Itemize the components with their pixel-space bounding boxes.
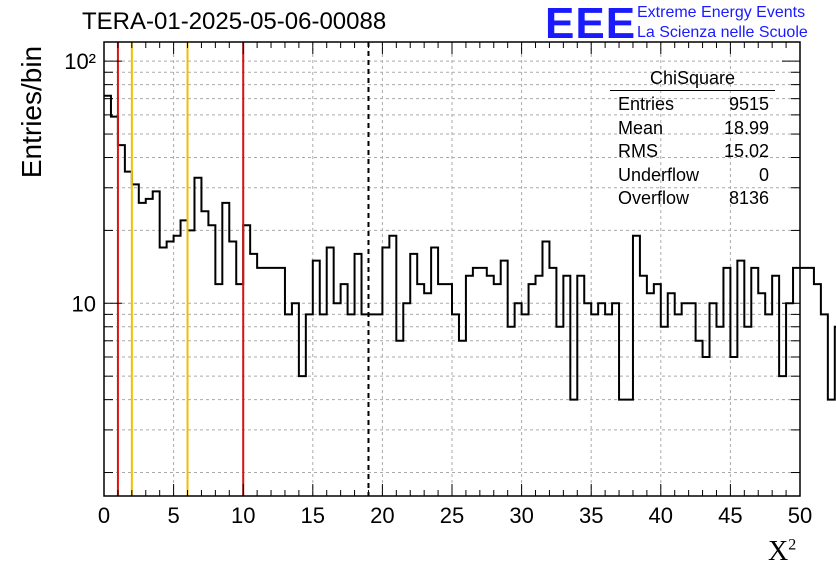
x-tick-label: 35 xyxy=(579,503,603,528)
stats-row: RMS 15.02 xyxy=(618,141,769,161)
histogram-line xyxy=(104,94,836,401)
x-tick-label: 20 xyxy=(370,503,394,528)
x-axis-label: X2 xyxy=(768,536,797,567)
x-tick-label: 10 xyxy=(231,503,255,528)
x-tick-label: 0 xyxy=(98,503,110,528)
stats-title: ChiSquare xyxy=(610,68,775,91)
x-tick-label: 30 xyxy=(509,503,533,528)
logo-line-2: La Scienza nelle Scuole xyxy=(637,24,808,41)
x-tick-label: 5 xyxy=(167,503,179,528)
y-tick-label: 10 xyxy=(72,291,96,316)
stats-row: Mean 18.99 xyxy=(618,117,769,138)
x-tick-label: 50 xyxy=(788,503,812,528)
y-axis-label: Entries/bin xyxy=(16,45,47,179)
stats-row: Underflow 0 xyxy=(618,164,769,185)
x-tick-label: 40 xyxy=(649,503,673,528)
x-tick-label: 45 xyxy=(718,503,742,528)
logo-line-1: Extreme Energy Events xyxy=(637,4,806,21)
x-tick-label: 15 xyxy=(301,503,325,528)
y-tick-label: 10² xyxy=(64,49,96,74)
stats-row: Entries 9515 xyxy=(618,94,769,114)
stats-box: ChiSquare Entries 9515 Mean 18.99 RMS 15.02… xyxy=(610,68,775,211)
stats-row: Overflow 8136 xyxy=(618,188,769,208)
x-tick-label: 25 xyxy=(440,503,464,528)
plot-title: TERA-01-2025-05-06-00088 xyxy=(82,8,387,35)
eee-logo: EEE xyxy=(545,0,637,48)
